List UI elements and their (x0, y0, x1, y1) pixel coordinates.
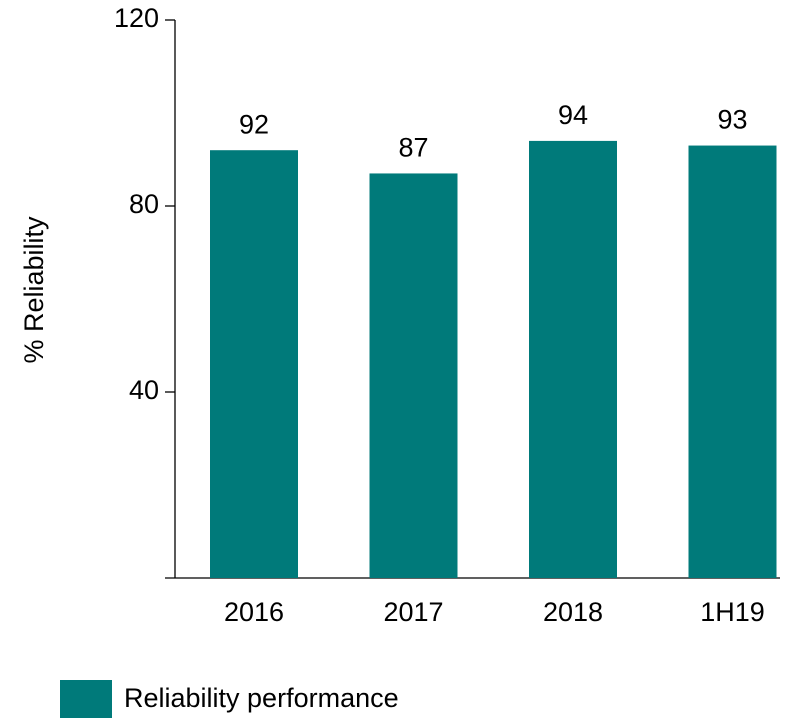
y-tick-label: 80 (129, 189, 159, 219)
data-label: 93 (717, 105, 747, 135)
data-label: 87 (398, 133, 428, 163)
x-tick-label: 2018 (543, 597, 603, 627)
x-tick-label: 1H19 (700, 597, 765, 627)
x-tick-label: 2017 (383, 597, 443, 627)
bar (688, 145, 777, 579)
data-label: 92 (239, 109, 269, 139)
bar (210, 150, 298, 578)
bar (529, 140, 617, 578)
bar (369, 173, 458, 578)
y-tick-label: 120 (114, 3, 159, 33)
y-tick-label: 40 (129, 375, 159, 405)
legend-swatch (60, 680, 112, 718)
data-label: 94 (558, 100, 588, 130)
y-axis-label: % Reliability (19, 216, 49, 364)
legend-label: Reliability performance (124, 683, 399, 713)
x-tick-label: 2016 (224, 597, 284, 627)
